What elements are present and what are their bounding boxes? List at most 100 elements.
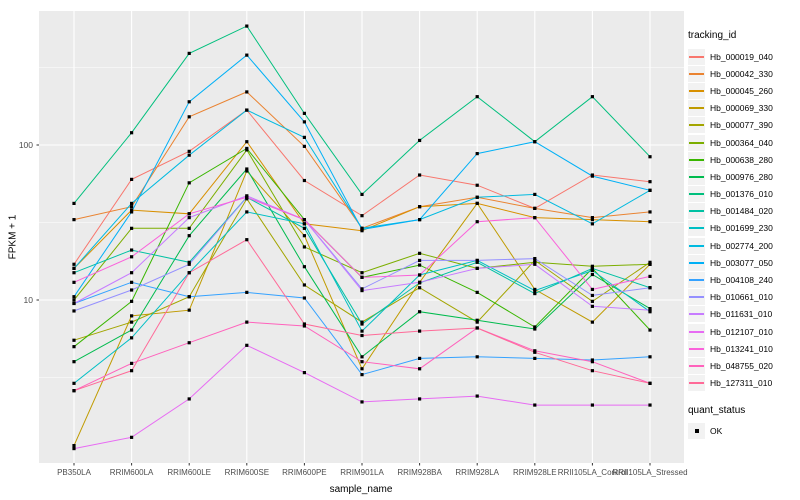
legend-entry-label: Hb_048755_020 <box>710 360 773 371</box>
x-tick-label: RRIM600PE <box>282 468 327 477</box>
legend-entry: Hb_000976_280 <box>688 168 798 185</box>
legend-key-line <box>688 48 705 65</box>
x-tick-label: RRIM928BA <box>397 468 442 477</box>
series-color-swatch <box>689 141 704 144</box>
quant-status-label: OK <box>710 426 723 437</box>
legend-entry: Hb_010661_010 <box>688 289 798 306</box>
legend-entry-label: Hb_013241_010 <box>710 343 773 354</box>
legend-entry-label: Hb_000069_330 <box>710 103 773 114</box>
black-square-marker <box>694 429 699 434</box>
legend-entry: Hb_000364_040 <box>688 134 798 151</box>
legend-key-line <box>688 289 705 306</box>
x-tick-label: RRIM901LA <box>340 468 384 477</box>
legend-key-line <box>688 82 705 99</box>
legend-entry: Hb_000069_330 <box>688 100 798 117</box>
legend-entry: OK <box>688 423 798 440</box>
x-tick-label: RRIM928LE <box>513 468 557 477</box>
legend-entry-label: Hb_000638_280 <box>710 154 773 165</box>
series-color-swatch <box>689 227 704 230</box>
series-color-swatch <box>689 364 704 367</box>
x-tick-label: RRIM600LE <box>167 468 211 477</box>
series-color-swatch <box>689 72 704 75</box>
x-tick-label: RRII105LA_Control <box>557 468 628 477</box>
x-tick-label: PB350LA <box>57 468 91 477</box>
legend-key-line <box>688 237 705 254</box>
series-color-swatch <box>689 330 704 333</box>
legend-entry: Hb_004108_240 <box>688 271 798 289</box>
legend-entry: Hb_000042_330 <box>688 65 798 82</box>
legend-entry-label: Hb_004108_240 <box>710 275 773 286</box>
legend-entry: Hb_000077_390 <box>688 117 798 134</box>
quant-status-entries: OK <box>688 423 798 440</box>
legend-entry: Hb_000638_280 <box>688 151 798 168</box>
series-color-swatch <box>689 89 704 92</box>
x-axis-title: sample_name <box>329 484 393 495</box>
series-color-swatch <box>689 347 704 350</box>
legend-key-line <box>688 220 705 237</box>
y-tick-label: 100 <box>18 140 33 150</box>
series-color-swatch <box>689 261 704 264</box>
series-color-swatch <box>689 244 704 247</box>
legend-entry-label: Hb_000042_330 <box>710 68 773 79</box>
legend-entry: Hb_000019_040 <box>688 48 798 65</box>
legend-key-line <box>688 186 705 203</box>
legend-entry: Hb_003077_050 <box>688 254 798 271</box>
legend-title-tracking-id: tracking_id <box>688 30 737 41</box>
legend-entry: Hb_013241_010 <box>688 340 798 357</box>
legend-key-line <box>688 323 705 340</box>
legend-key-line <box>688 151 705 168</box>
series-color-swatch <box>689 124 704 127</box>
legend-key-line <box>688 272 705 289</box>
series-color-swatch <box>689 107 704 110</box>
legend-entry-label: Hb_001484_020 <box>710 206 773 217</box>
legend-key-line <box>688 254 705 271</box>
legend-key-line <box>688 306 705 323</box>
legend-key-line <box>688 65 705 82</box>
legend-entry-label: Hb_001699_230 <box>710 223 773 234</box>
series-color-swatch <box>689 55 704 58</box>
legend-key-line <box>688 168 705 185</box>
series-color-swatch <box>689 313 704 316</box>
series-color-swatch <box>689 175 704 178</box>
legend-entry-label: Hb_010661_010 <box>710 292 773 303</box>
series-color-swatch <box>689 296 704 299</box>
legend-key-line <box>688 375 705 392</box>
legend-entry-label: Hb_011631_010 <box>710 309 773 320</box>
legend-entry-label: Hb_000077_390 <box>710 120 773 131</box>
legend-key-line <box>688 357 705 374</box>
legend-entry-label: Hb_003077_050 <box>710 257 773 268</box>
legend-title-quant-status: quant_status <box>688 404 746 416</box>
legend-entry-label: Hb_000019_040 <box>710 51 773 62</box>
legend-entry: Hb_001699_230 <box>688 220 798 237</box>
legend-entry: Hb_001376_010 <box>688 186 798 203</box>
legend-entry-label: Hb_127311_010 <box>710 378 773 389</box>
legend-key-point <box>688 423 705 440</box>
series-color-swatch <box>689 279 704 282</box>
legend-entry-label: Hb_000364_040 <box>710 137 773 148</box>
legend-entry: Hb_000045_260 <box>688 82 798 99</box>
y-axis-title: FPKM + 1 <box>7 214 19 260</box>
legend-entry: Hb_001484_020 <box>688 203 798 220</box>
legend-key-line <box>688 100 705 117</box>
series-color-swatch <box>689 210 704 213</box>
x-tick-label: RRII105LA_Stressed <box>612 468 688 477</box>
legend-entries: Hb_000019_040 Hb_000042_330 Hb_000045_260 H… <box>688 48 798 392</box>
y-tick-label: 10 <box>23 295 33 305</box>
legend-entry-label: Hb_002774_200 <box>710 240 773 251</box>
legend-entry: Hb_002774_200 <box>688 237 798 254</box>
legend: tracking_id Hb_000019_040 Hb_000042_330 Hb… <box>688 30 798 440</box>
x-tick-label: RRIM600LA <box>109 468 154 477</box>
legend-entry: Hb_011631_010 <box>688 306 798 323</box>
x-tick-label: RRIM928LA <box>455 468 499 477</box>
legend-key-line <box>688 203 705 220</box>
series-color-swatch <box>689 193 704 196</box>
legend-key-line <box>688 117 705 134</box>
legend-key-line <box>688 134 705 151</box>
x-tick-label: RRIM600SE <box>224 468 270 477</box>
legend-entry-label: Hb_000976_280 <box>710 171 773 182</box>
legend-entry: Hb_012107_010 <box>688 323 798 340</box>
series-color-swatch <box>689 158 704 161</box>
legend-entry-label: Hb_001376_010 <box>710 189 773 200</box>
